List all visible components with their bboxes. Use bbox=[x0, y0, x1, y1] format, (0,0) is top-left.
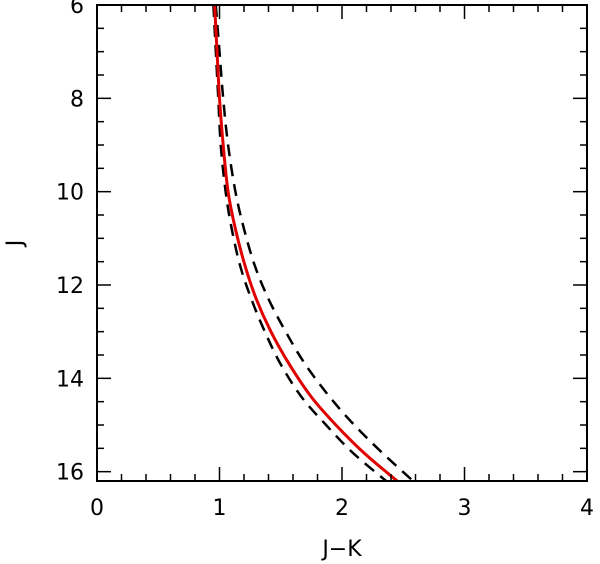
series-line-1-solid bbox=[213, 5, 399, 481]
y-axis-title: J bbox=[3, 240, 28, 249]
y-tick-label: 10 bbox=[56, 181, 84, 206]
series-line-3-dashed bbox=[212, 5, 387, 481]
x-tick-label: 2 bbox=[335, 496, 349, 521]
x-tick-label: 4 bbox=[580, 496, 594, 521]
y-tick-label: 16 bbox=[56, 461, 84, 486]
x-tick-label: 0 bbox=[90, 496, 104, 521]
x-tick-label: 3 bbox=[458, 496, 472, 521]
series-line-2-dashed bbox=[214, 5, 414, 481]
plot-frame bbox=[96, 4, 588, 482]
y-tick-label: 14 bbox=[56, 367, 84, 392]
curves-group bbox=[212, 5, 414, 481]
y-tick-label: 8 bbox=[70, 87, 84, 112]
y-tick-label: 6 bbox=[70, 0, 84, 19]
y-tick-label: 12 bbox=[56, 274, 84, 299]
ticks-group bbox=[96, 4, 588, 481]
x-tick-label: 1 bbox=[213, 496, 227, 521]
x-axis-title: J−K bbox=[320, 537, 362, 562]
